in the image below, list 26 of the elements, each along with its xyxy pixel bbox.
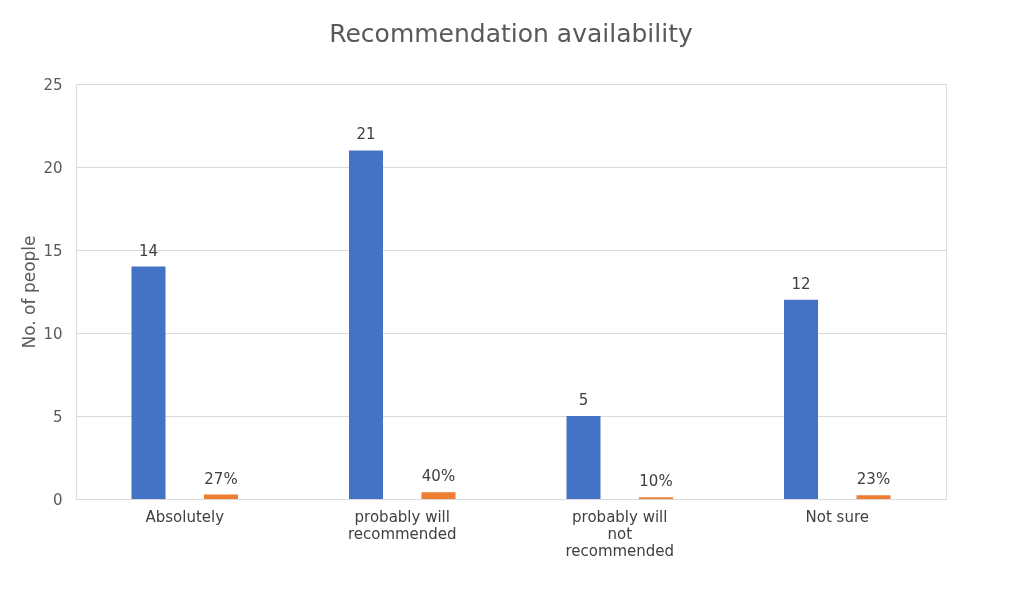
y-tick-label: 20 [43,158,63,177]
bar [349,150,383,499]
x-tick-label: probably will recommended [347,507,457,543]
bar [421,492,456,499]
bar [566,416,601,499]
data-label: 21 [356,125,376,144]
bar [856,495,891,499]
bar [784,299,818,499]
y-tick-label: 5 [52,407,63,426]
x-tick-label: probably will not recommended [565,507,675,560]
bar [131,266,166,499]
y-tick-label: 0 [52,490,63,509]
chart-title: Recommendation availability [329,19,693,48]
data-label: 5 [578,391,589,409]
data-label: 10% [639,472,673,491]
y-axis-title: No. of people [19,235,40,349]
y-tick-label: 10 [43,324,63,343]
y-tick-label: 15 [43,241,63,260]
x-tick-label: Absolutely [145,507,225,526]
data-label: 23% [856,470,891,489]
data-label: 27% [204,469,238,488]
data-label: 14 [138,241,159,260]
data-label: 12 [791,274,811,293]
data-label: 40% [421,467,456,486]
x-tick-label: Not sure [805,507,869,526]
y-tick-label: 25 [43,75,63,94]
